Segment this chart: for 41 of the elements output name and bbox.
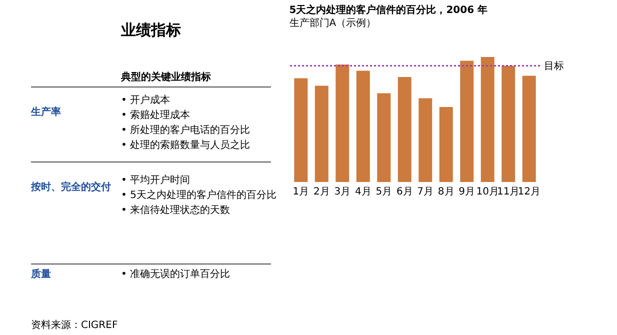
x-tick-label: 5月: [376, 186, 392, 198]
bar: [502, 66, 516, 182]
ref-line-label: 目标: [544, 60, 564, 72]
bar: [480, 57, 494, 182]
x-tick-label: 3月: [334, 186, 351, 198]
x-tick-label: 9月: [458, 186, 476, 198]
text: • 所处理的客户电话的百分比: [121, 124, 250, 136]
text: • 平均开户时间: [121, 174, 190, 186]
x-tick-label: 11月: [496, 186, 520, 198]
category-label: 质量: [30, 268, 51, 280]
x-tick-label: 10月: [476, 186, 499, 198]
text: • 5天之内处理的客户信件的百分比: [121, 189, 276, 201]
category-label: 生产率: [30, 106, 61, 118]
x-tick-label: 2月: [313, 186, 330, 198]
x-tick-label: 8月: [438, 186, 454, 198]
bar: [439, 107, 453, 182]
text: 典型的关键业绩指标: [120, 71, 211, 83]
bar: [356, 70, 370, 182]
x-tick-label: 6月: [396, 186, 413, 198]
bar: [418, 98, 432, 182]
bar: [294, 78, 308, 182]
bar: [336, 64, 350, 182]
chart-subtitle: 生产部门A（示例）: [289, 17, 376, 29]
x-tick-label: 4月: [354, 186, 372, 198]
category-label: 按时、完全的交付: [30, 181, 111, 193]
text: 资料来源：CIGREF: [31, 319, 118, 331]
bar: [314, 86, 328, 182]
bar: [398, 77, 412, 182]
text: • 处理的索赔数量与人员之比: [121, 139, 250, 151]
text: • 索赔处理成本: [121, 109, 190, 121]
text: • 来信待处理状态的天数: [121, 204, 230, 216]
bar: [460, 60, 474, 182]
text: 业绩指标: [120, 21, 181, 39]
x-tick-label: 12月: [518, 186, 540, 198]
bar: [522, 76, 536, 182]
x-tick-label: 7月: [417, 186, 434, 198]
chart-title: 5天之内处理的客户信件的百分比，2006 年: [289, 4, 488, 16]
bar: [377, 93, 391, 182]
text: • 开户成本: [121, 94, 170, 106]
text: • 准确无误的订单百分比: [121, 268, 230, 280]
x-tick-label: 1月: [292, 186, 310, 198]
